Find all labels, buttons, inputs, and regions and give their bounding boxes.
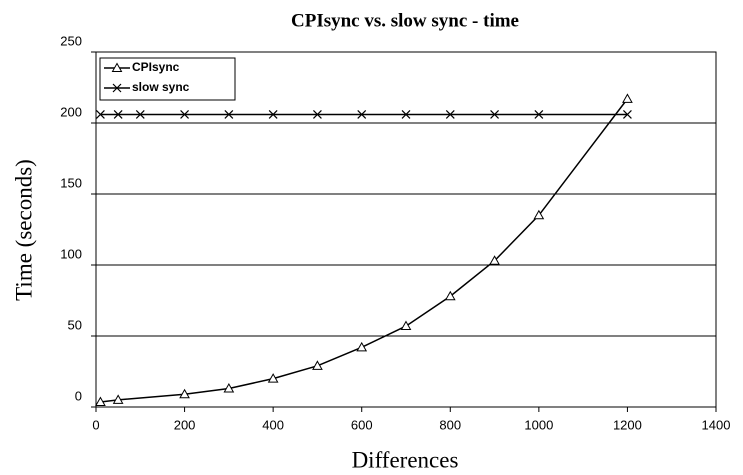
- marker: [95, 396, 106, 407]
- x-tick-label: 200: [174, 417, 196, 432]
- chart-title: CPIsync vs. slow sync - time: [291, 10, 519, 31]
- y-tick-label: 100: [60, 246, 82, 261]
- marker: [490, 110, 499, 119]
- marker: [401, 110, 411, 119]
- marker: [223, 383, 235, 393]
- legend: [99, 57, 236, 101]
- series-line: [100, 98, 629, 403]
- legend-label: CPIsync: [132, 60, 180, 74]
- x-tick-label: 1400: [702, 417, 731, 432]
- y-tick-label: 250: [60, 33, 82, 48]
- y-tick-label: 0: [75, 388, 82, 403]
- marker: [357, 110, 367, 119]
- marker: [312, 360, 323, 370]
- legend-marker: [112, 83, 122, 93]
- legend-marker: [111, 62, 123, 72]
- y-tick-label: 150: [60, 175, 82, 190]
- marker: [533, 209, 545, 220]
- x-tick-label: 1200: [613, 417, 642, 432]
- marker: [534, 110, 544, 119]
- y-tick-label: 50: [68, 317, 82, 332]
- x-tick-label: 800: [439, 417, 461, 432]
- y-tick-label: 200: [60, 104, 82, 119]
- x-tick-label: 400: [262, 417, 284, 432]
- marker: [224, 110, 234, 119]
- marker: [623, 110, 632, 119]
- marker: [622, 93, 633, 103]
- marker: [444, 290, 456, 301]
- marker: [268, 110, 278, 119]
- marker: [113, 110, 123, 119]
- marker: [489, 255, 500, 265]
- marker: [400, 320, 412, 331]
- y-axis-label: Time (seconds): [11, 159, 36, 301]
- x-tick-label: 600: [351, 417, 373, 432]
- marker: [445, 110, 455, 119]
- marker: [179, 388, 190, 399]
- marker: [180, 110, 189, 119]
- marker: [356, 341, 368, 352]
- x-tick-label: 1000: [524, 417, 553, 432]
- legend-label: slow sync: [132, 80, 190, 94]
- marker: [267, 373, 279, 383]
- marker: [96, 110, 105, 119]
- marker: [313, 110, 322, 119]
- marker: [112, 394, 124, 404]
- marker: [135, 110, 145, 119]
- x-axis-label: Differences: [352, 447, 459, 472]
- x-tick-label: 0: [92, 417, 99, 432]
